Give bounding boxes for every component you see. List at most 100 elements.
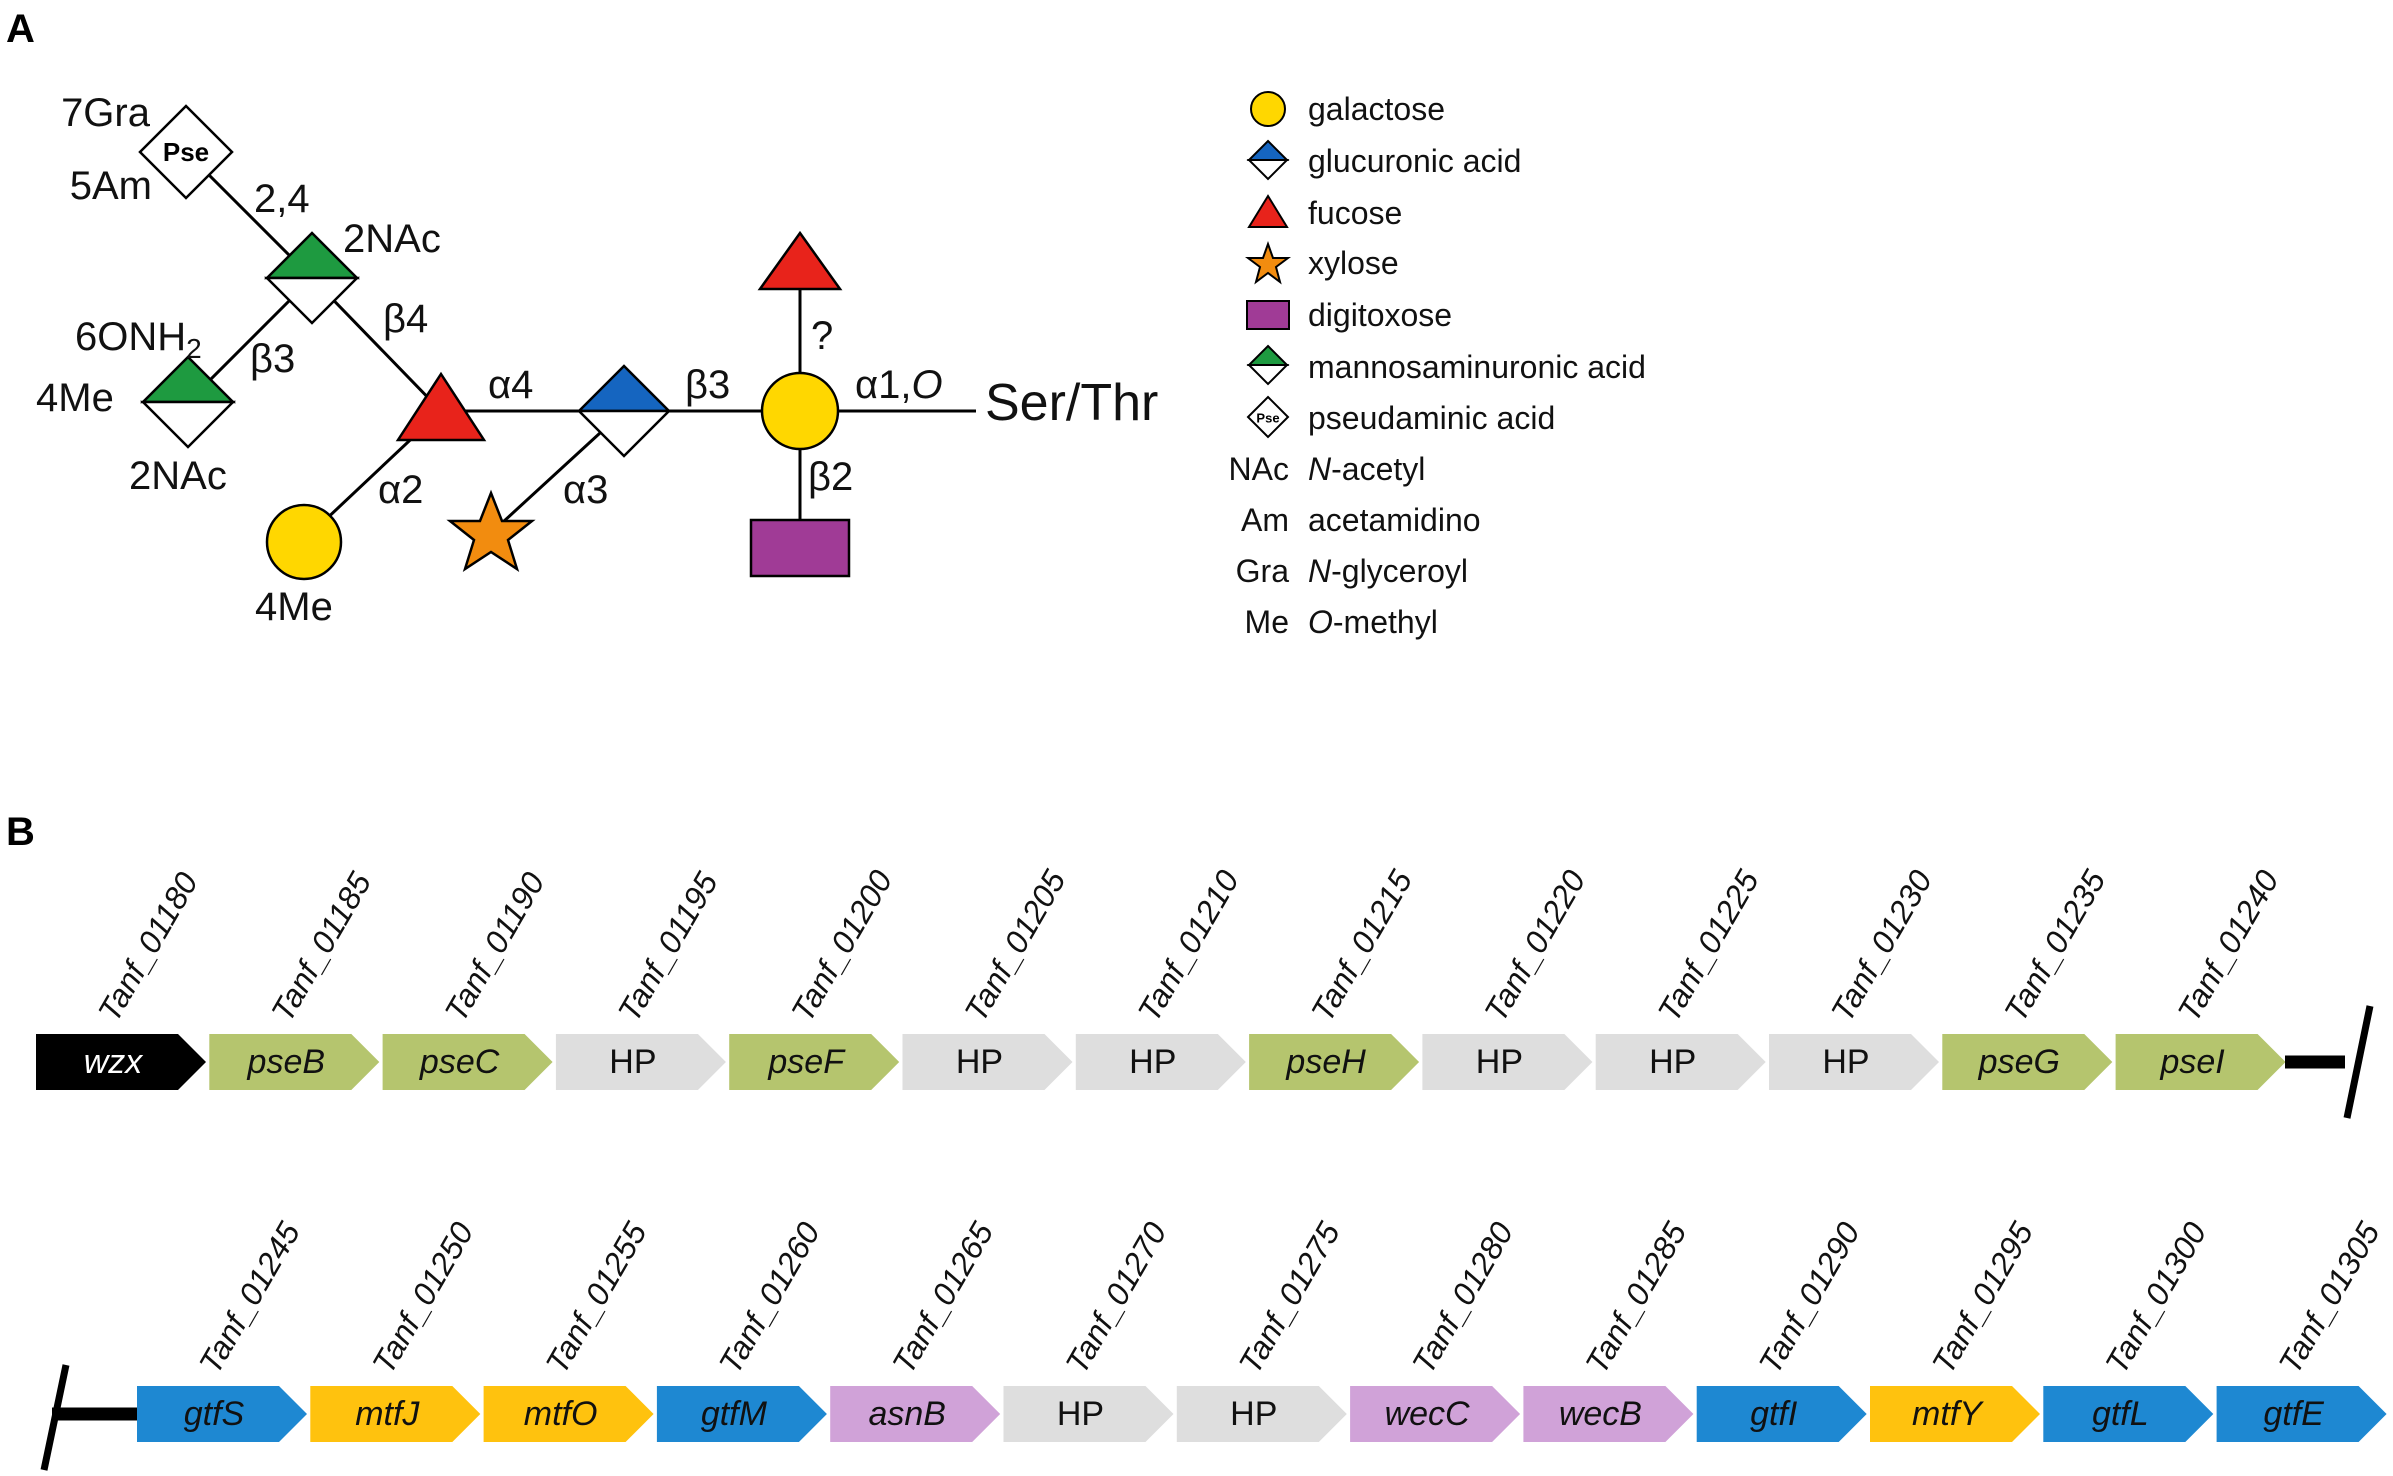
row1-gene-arrow-2 <box>382 1034 553 1090</box>
row1-locus-tag-8: Tanf_01220 <box>1477 864 1592 1028</box>
link-alpha2-label: α2 <box>378 468 423 512</box>
row2-gene-label-0: gtfS <box>184 1395 245 1433</box>
link-beta3-left-label: β3 <box>250 337 295 381</box>
row2-gene-label-10: mtfY <box>1912 1395 1984 1433</box>
legend-digitoxose-text: digitoxose <box>1308 297 1452 333</box>
gal-mod-label: 4Me <box>255 585 333 629</box>
legend-glucuronic-icon <box>1246 139 1290 181</box>
row2-locus-tag-5: Tanf_01270 <box>1058 1216 1173 1380</box>
row1-locus-tag-11: Tanf_01235 <box>1997 864 2112 1028</box>
row1-locus-tag-2: Tanf_01190 <box>437 866 551 1028</box>
row1-gene-label-6: HP <box>1129 1043 1176 1081</box>
row2-gene-arrow-6 <box>1176 1386 1347 1442</box>
row1-gene-label-8: HP <box>1476 1043 1523 1081</box>
mannac2-mod-bottom-label: 2NAc <box>129 454 227 498</box>
row2-locus-tag-0: Tanf_01245 <box>192 1216 307 1380</box>
galactose-core-residue <box>760 371 840 451</box>
legend-mannosaminuronic-text: mannosaminuronic acid <box>1308 349 1646 385</box>
legend-gra-abbr: Gra <box>1236 553 1290 589</box>
panel-b-label: B <box>6 810 35 854</box>
legend-me-text: O-methyl <box>1308 604 1438 640</box>
row2-locus-tag-4: Tanf_01265 <box>885 1216 1000 1380</box>
row1-locus-tag-3: Tanf_01195 <box>611 866 725 1028</box>
legend-fucose-text: fucose <box>1308 195 1402 231</box>
legend-digitoxose-icon <box>1246 300 1290 330</box>
mannosaminuronic-residue-top <box>263 231 361 325</box>
row1-locus-tag-1: Tanf_01185 <box>264 866 378 1028</box>
pse-mod-bottom-label: 5Am <box>70 164 152 208</box>
link-beta2-label: β2 <box>808 455 853 499</box>
row2-gene-arrow-12 <box>2216 1386 2387 1442</box>
row1-gene-arrow-4 <box>729 1034 900 1090</box>
legend-galactose-icon <box>1250 91 1286 127</box>
legend-gra-text: N-glyceroyl <box>1308 553 1468 589</box>
mannac-top-mod-label: 2NAc <box>343 217 441 261</box>
digitoxose-residue <box>749 518 851 578</box>
pse-mod-top-label: 7Gra <box>61 91 151 135</box>
row2-locus-tag-6: Tanf_01275 <box>1232 1216 1347 1380</box>
row2-gene-arrow-5 <box>1003 1386 1174 1442</box>
row1-locus-tag-5: Tanf_01205 <box>957 864 1072 1028</box>
row2-gene-arrow-4 <box>830 1386 1001 1442</box>
row2-gene-arrow-0 <box>137 1386 307 1442</box>
row2-gene-label-1: mtfJ <box>355 1395 420 1433</box>
row1-locus-tag-12: Tanf_01240 <box>2170 864 2285 1028</box>
legend-me-abbr: Me <box>1245 604 1289 640</box>
row2-gene-label-8: wecB <box>1559 1395 1642 1433</box>
row1-gene-arrow-1 <box>209 1034 380 1090</box>
mannac2-mod-left-label: 4Me <box>36 376 114 420</box>
link-beta3-label: β3 <box>685 363 730 407</box>
row1-gene-arrow-5 <box>902 1034 1073 1090</box>
mannosaminuronic-residue-left <box>139 355 237 449</box>
row2-gene-label-5: HP <box>1057 1395 1104 1433</box>
glucuronic-acid-residue <box>575 364 673 458</box>
mannac2-mod-top-label: 6ONH2 <box>75 315 202 364</box>
link-beta4-label: β4 <box>383 297 428 341</box>
row1-gene-arrow-8 <box>1422 1034 1593 1090</box>
row2-gene-label-9: gtfI <box>1750 1395 1798 1433</box>
row2-gene-label-6: HP <box>1230 1395 1277 1433</box>
row2-gene-label-7: wecC <box>1385 1395 1470 1433</box>
legend-pseudaminic-icon: Pse <box>1246 395 1290 439</box>
row2-locus-tag-10: Tanf_01295 <box>1925 1216 2040 1380</box>
legend-glucuronic-text: glucuronic acid <box>1308 143 1521 179</box>
row1-contig-break <box>2343 1005 2374 1119</box>
legend-nac-text: N-acetyl <box>1308 451 1425 487</box>
legend-xylose-icon <box>1245 241 1291 285</box>
row2-gene-label-3: gtfM <box>701 1395 768 1433</box>
row1-gene-arrow-6 <box>1075 1034 1246 1090</box>
row1-gene-arrow-3 <box>555 1034 726 1090</box>
gene-cluster-row-2: gtfS Tanf_01245 mtfJ Tanf_01250 mtfO Tanf_012… <box>137 1216 2387 1442</box>
row1-gene-label-7: pseH <box>1285 1043 1366 1081</box>
row2-locus-tag-9: Tanf_01290 <box>1752 1216 1867 1380</box>
legend-nac-abbr: NAc <box>1229 451 1289 487</box>
row2-gene-arrow-11 <box>2043 1386 2214 1442</box>
row2-locus-tag-1: Tanf_01250 <box>365 1216 480 1380</box>
link-alpha4-label: α4 <box>488 363 533 407</box>
row2-gene-arrow-2 <box>483 1386 654 1442</box>
galactose-4me-residue <box>265 503 343 581</box>
legend: galactose glucuronic acid fucose xylose … <box>1229 91 1646 640</box>
link-question-label: ? <box>811 314 833 358</box>
legend-am-abbr: Am <box>1241 502 1289 538</box>
row2-gene-arrow-3 <box>656 1386 827 1442</box>
panel-a-label: A <box>6 7 35 51</box>
row1-gene-label-4: pseF <box>767 1043 846 1081</box>
pse-residue: Pse <box>138 104 234 200</box>
row2-locus-tag-3: Tanf_01260 <box>712 1216 827 1380</box>
row1-gene-label-0: wzx <box>84 1043 144 1081</box>
row1-gene-label-3: HP <box>609 1043 656 1081</box>
fucose-top-residue <box>757 230 843 291</box>
row2-gene-label-11: gtfL <box>2092 1395 2149 1433</box>
row1-gene-arrow-10 <box>1769 1034 1939 1090</box>
row1-gene-label-11: pseG <box>1978 1043 2060 1081</box>
row1-gene-label-10: HP <box>1822 1043 1869 1081</box>
xylose-residue <box>446 489 536 572</box>
row2-gene-arrow-9 <box>1696 1386 1867 1442</box>
row1-locus-tag-0: Tanf_01180 <box>91 866 205 1028</box>
row2-locus-tag-11: Tanf_01300 <box>2098 1216 2213 1380</box>
link-pse-label: 2,4 <box>254 177 310 221</box>
legend-xylose-text: xylose <box>1308 245 1399 281</box>
row1-gene-label-2: pseC <box>419 1043 500 1081</box>
